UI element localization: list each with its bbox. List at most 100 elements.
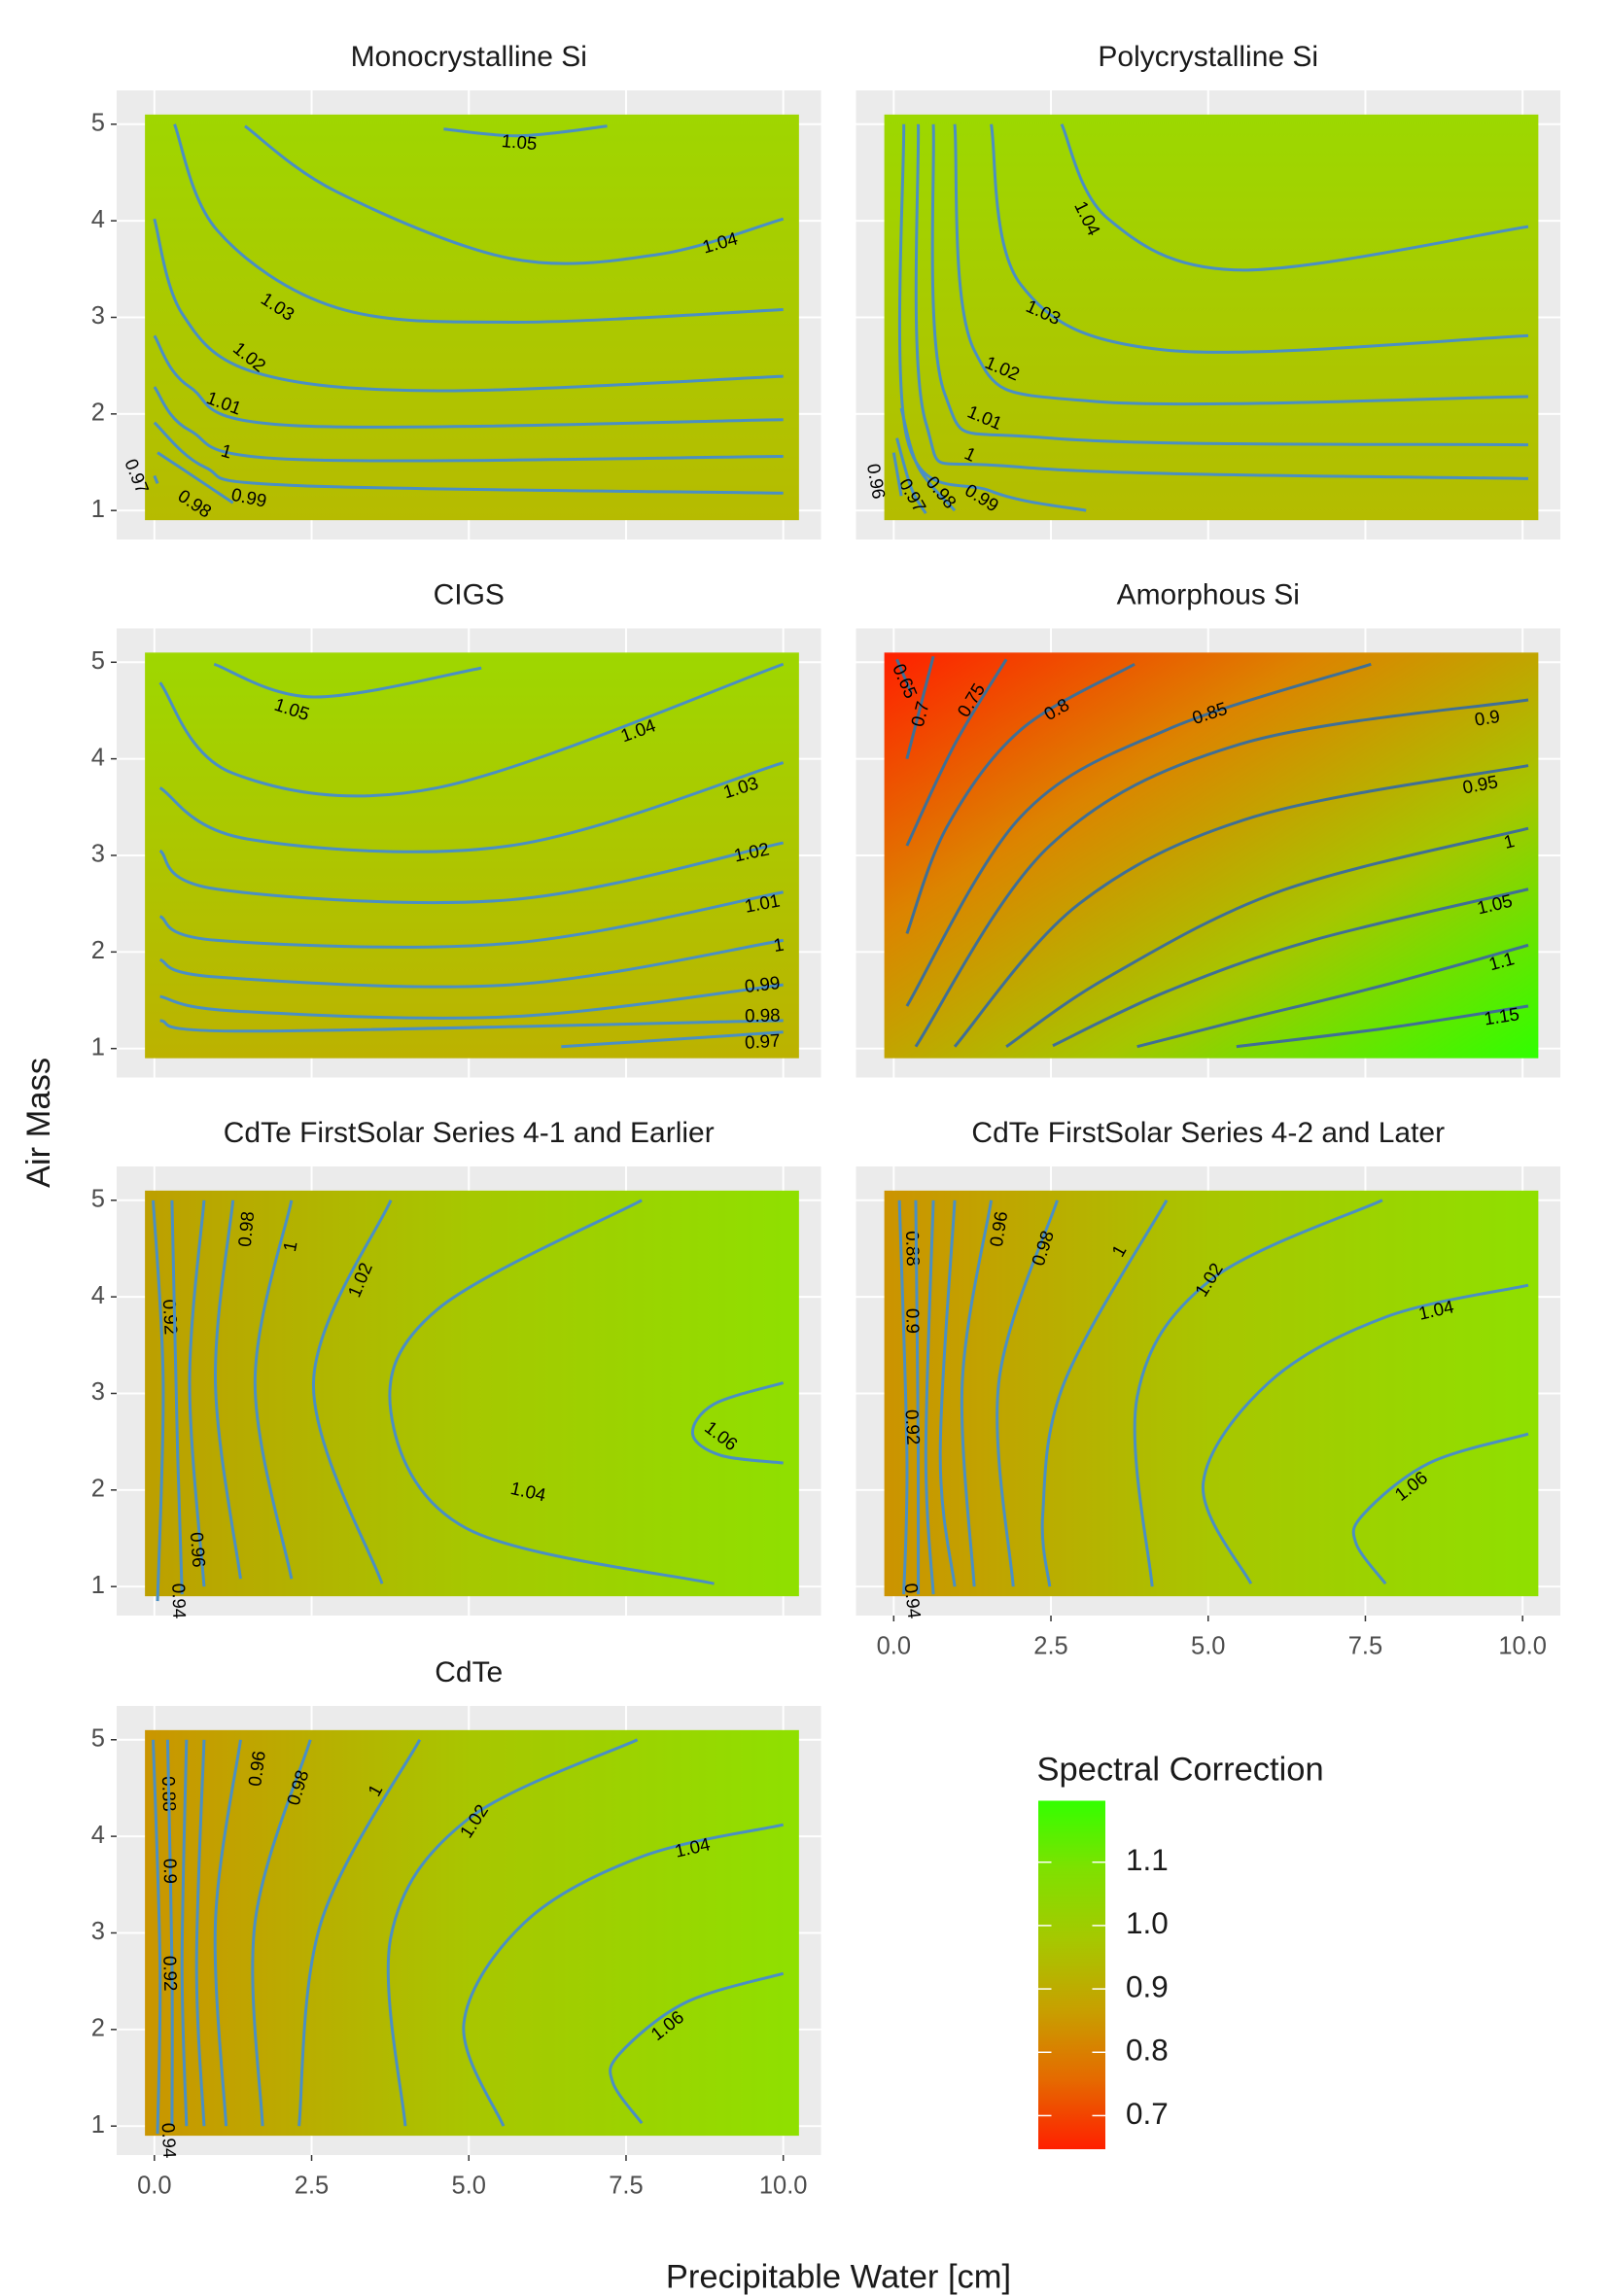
x-tick-label: 2.5: [295, 2173, 329, 2200]
contour-line: [297, 1739, 422, 2127]
colorbar: [1037, 1800, 1105, 2149]
y-tick-label: 4: [91, 1822, 105, 1849]
contour-label: 0.98: [745, 1004, 781, 1026]
contour-line: [1236, 1004, 1529, 1049]
contour-line: [194, 1739, 206, 2127]
contour-line: [152, 1200, 165, 1602]
contour-label: 0.94: [901, 1583, 926, 1620]
contour-label: 1: [279, 1239, 301, 1253]
raster: [884, 652, 1539, 1059]
contour-line: [152, 1739, 162, 2135]
x-tick-label: 0.0: [137, 2173, 171, 2200]
contour-line: [891, 452, 903, 497]
y-tick-label: 2: [91, 1476, 105, 1503]
contour-line: [443, 124, 608, 138]
contour-line: [159, 983, 784, 1020]
contour-line: [905, 658, 1008, 847]
y-tick-label: 3: [91, 1378, 105, 1406]
contour-line: [914, 1200, 921, 1595]
contour-line: [897, 1200, 909, 1595]
contour-line: [960, 1200, 994, 1587]
legend-label: 0.9: [1126, 1968, 1169, 2003]
contour-line: [158, 761, 785, 853]
contour-line: [895, 437, 927, 514]
contour-line: [930, 123, 1529, 447]
y-tick-label: 1: [91, 496, 105, 523]
contour-line: [153, 334, 784, 429]
contour-label: 1: [1502, 830, 1517, 852]
contour-label: 0.96: [187, 1531, 210, 1568]
y-tick-label: 5: [91, 110, 105, 137]
contour-line: [609, 1971, 785, 2125]
contour-line: [159, 938, 784, 989]
panel-title: CdTe: [435, 1656, 503, 1688]
raster: [884, 1190, 1539, 1597]
contour-line: [180, 1739, 189, 2127]
contour-line: [153, 421, 784, 495]
y-tick-label: 1: [91, 1033, 105, 1061]
contour-line: [691, 1381, 785, 1465]
contour-line: [173, 123, 784, 324]
x-tick-label: 0.0: [877, 1633, 911, 1660]
x-tick-label: 2.5: [1033, 1633, 1067, 1660]
panel-title: Polycrystalline Si: [1098, 41, 1318, 73]
contour-line: [1052, 887, 1529, 1048]
x-axis-title: Precipitable Water [cm]: [666, 2259, 1011, 2296]
contour-line: [905, 655, 935, 760]
contour-label: 1.05: [501, 130, 538, 154]
legend-label: 1.0: [1126, 1905, 1169, 1940]
x-tick-label: 10.0: [1498, 1633, 1547, 1660]
y-tick-label: 1: [91, 1572, 105, 1599]
y-tick-label: 5: [91, 1725, 105, 1753]
contour-line: [244, 124, 785, 265]
legend-title: Spectral Correction: [1036, 1752, 1323, 1789]
panel-title: CIGS: [434, 578, 505, 610]
contour-line: [386, 1738, 639, 2127]
y-tick-label: 5: [91, 1186, 105, 1213]
contour-label: 0.88: [902, 1231, 924, 1267]
legend-label: 1.1: [1126, 1842, 1169, 1877]
y-tick-label: 1: [91, 2111, 105, 2139]
legend-label: 0.8: [1126, 2033, 1169, 2068]
contour-line: [1351, 1432, 1529, 1585]
contour-line: [153, 218, 784, 393]
contour-line: [895, 658, 913, 694]
contour-label: 0.92: [901, 1409, 924, 1445]
contour-line: [924, 1200, 935, 1595]
contour-label: 0.96: [244, 1750, 269, 1788]
contour-line: [990, 123, 1529, 354]
contour-label: 0.9: [1473, 706, 1501, 730]
contour-line: [153, 386, 784, 463]
y-tick-label: 4: [91, 206, 105, 233]
contour-line: [953, 123, 1529, 406]
contour-line: [1133, 1199, 1383, 1587]
contour-line: [170, 1200, 184, 1595]
y-tick-label: 2: [91, 400, 105, 427]
contour-label: 0.92: [159, 1299, 182, 1336]
y-tick-label: 3: [91, 302, 105, 330]
contour-label: 0.94: [168, 1583, 190, 1618]
y-axis-title: Air Mass: [20, 1058, 57, 1188]
contour-label: 0.92: [159, 1956, 181, 1992]
y-tick-label: 2: [91, 2015, 105, 2042]
y-tick-label: 3: [91, 841, 105, 868]
contour-line: [213, 662, 482, 699]
raster: [145, 1190, 799, 1597]
contour-line: [938, 1200, 957, 1587]
contour-label: 0.99: [744, 972, 782, 996]
y-tick-label: 2: [91, 937, 105, 964]
panel-title: CdTe FirstSolar Series 4-2 and Later: [971, 1117, 1445, 1149]
contour-line: [159, 1019, 784, 1033]
x-tick-label: 5.0: [1191, 1633, 1225, 1660]
raster: [145, 652, 799, 1059]
x-tick-label: 10.0: [759, 2173, 808, 2200]
contour-line: [561, 1030, 784, 1049]
panel-title: CdTe FirstSolar Series 4-1 and Earlier: [224, 1117, 715, 1149]
legend-label: 0.7: [1126, 2096, 1169, 2131]
x-tick-label: 7.5: [1348, 1633, 1382, 1660]
contour-label: 0.97: [744, 1030, 781, 1053]
contour-line: [188, 1200, 206, 1587]
contour-line: [899, 407, 957, 512]
contour-label: 0.9: [902, 1308, 923, 1334]
